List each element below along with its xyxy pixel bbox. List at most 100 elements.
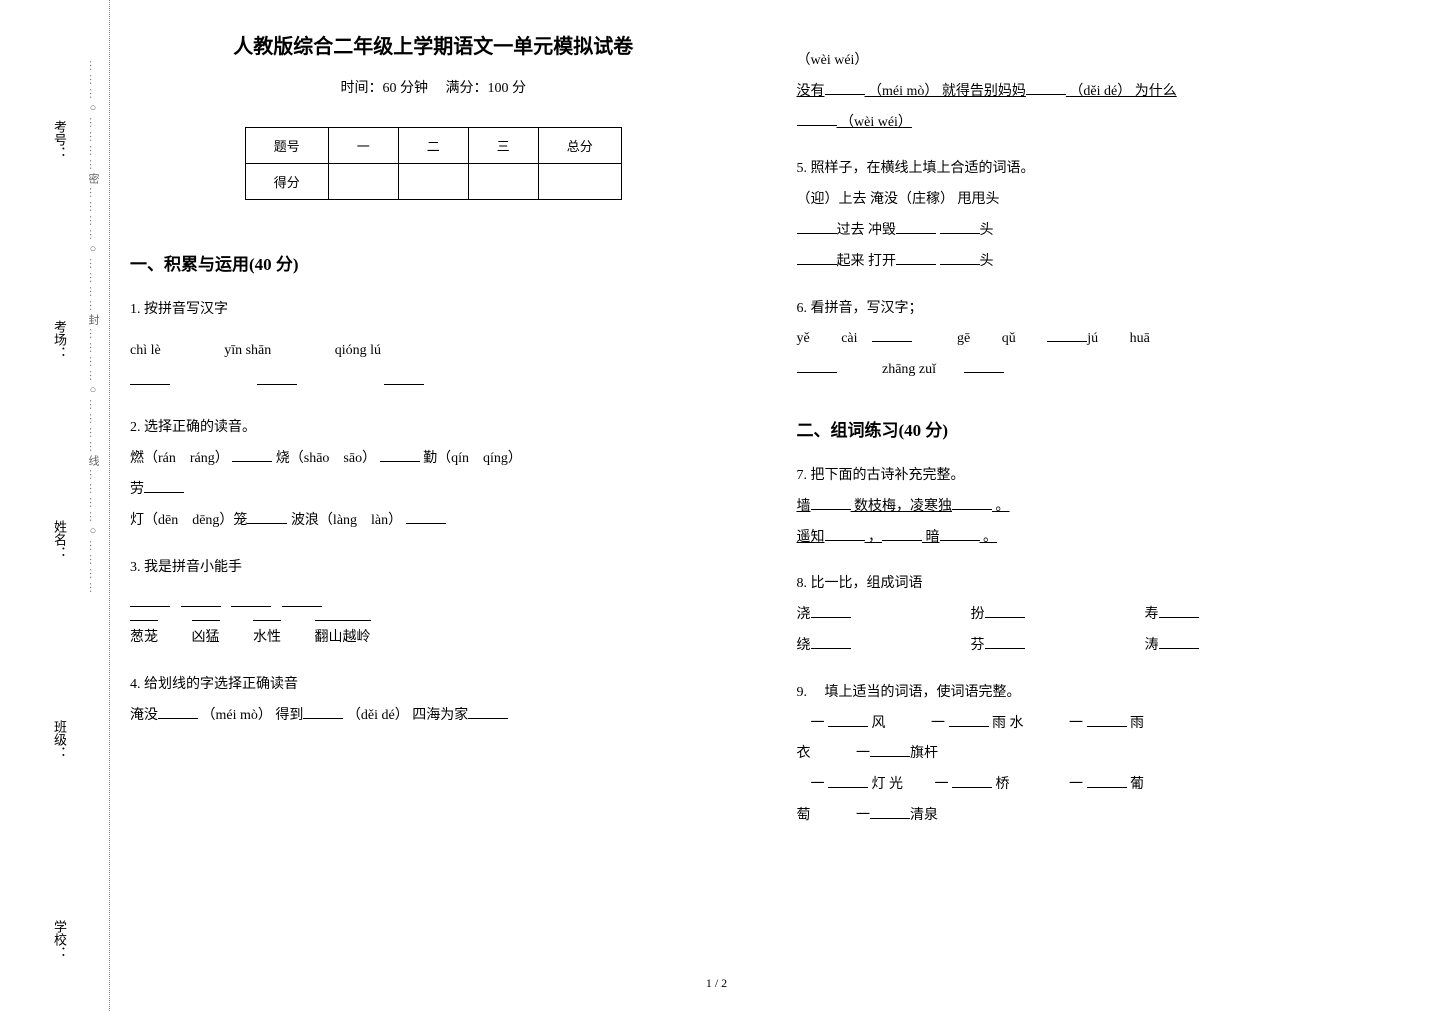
answer-blank[interactable] (1087, 710, 1127, 727)
q5-example: （迎）上去 淹没（庄稼） 甩甩头 (797, 185, 1404, 216)
answer-blank[interactable] (825, 524, 865, 541)
answer-blank[interactable] (468, 702, 508, 719)
q4-l2a: 没有 (797, 84, 825, 99)
q5-label: 5. 照样子，在横线上填上合适的词语。 (797, 154, 1404, 185)
answer-blank[interactable] (985, 601, 1025, 618)
q2-c: 勤（qín qíng） (423, 451, 522, 466)
answer-blank[interactable] (130, 591, 170, 608)
answer-blank[interactable] (797, 356, 837, 373)
answer-blank[interactable] (952, 771, 992, 788)
q7-l1c: 。 (996, 499, 1010, 514)
q8-01: 扮 (971, 607, 985, 622)
q9-l1-4: 一 (1069, 716, 1083, 731)
q4-pin1: （wèi wéi） (797, 46, 1404, 77)
question-1: 1. 按拼音写汉字 chì lè yīn shān qióng lú (130, 295, 737, 397)
answer-blank[interactable] (282, 591, 322, 608)
q8-10: 绕 (797, 638, 811, 653)
answer-blank[interactable] (232, 445, 272, 462)
answer-blank[interactable] (1087, 771, 1127, 788)
q9-l3-4: 一 (1069, 777, 1083, 792)
q8-label: 8. 比一比，组成词语 (797, 569, 1404, 600)
q9-l2c: 旗杆 (910, 746, 938, 761)
cell[interactable] (468, 164, 538, 200)
q4-l2c: （děi dé） 为什么 (1069, 84, 1176, 99)
answer-blank[interactable] (882, 524, 922, 541)
q5-l1a: 过去 冲毁 (837, 223, 897, 238)
answer-blank[interactable] (1047, 326, 1087, 343)
answer-blank[interactable] (380, 445, 420, 462)
q7-l1b: 数枝梅，凌寒独 (854, 499, 952, 514)
q9-l1-0: 一 (811, 716, 825, 731)
answer-blank[interactable] (158, 702, 198, 719)
answer-blank[interactable] (811, 601, 851, 618)
answer-blank[interactable] (896, 217, 936, 234)
answer-blank[interactable] (811, 632, 851, 649)
answer-blank[interactable] (797, 248, 837, 265)
answer-blank[interactable] (130, 368, 170, 385)
q9-l1-2: 一 (931, 716, 945, 731)
cell[interactable] (328, 164, 398, 200)
right-column: （wèi wéi） 没有 （méi mò） 就得告别妈妈 （děi dé） 为什… (797, 30, 1404, 848)
answer-blank[interactable] (144, 476, 184, 493)
q7-l1a: 墙 (797, 499, 811, 514)
answer-blank[interactable] (1026, 78, 1066, 95)
answer-blank[interactable] (384, 368, 424, 385)
answer-blank[interactable] (797, 109, 837, 126)
q2-a: 燃（rán ráng） (130, 451, 229, 466)
subtitle: 时间：60 分钟 满分：100 分 (130, 77, 737, 97)
q6-p5: huā (1130, 331, 1150, 346)
q3-w3: 翻山越岭 (315, 620, 371, 654)
answer-blank[interactable] (964, 356, 1004, 373)
q3-w2: 水性 (253, 620, 281, 654)
answer-blank[interactable] (828, 771, 868, 788)
question-4: 4. 给划线的字选择正确读音 淹没 （méi mò） 得到 （děi dé） 四… (130, 670, 737, 732)
answer-blank[interactable] (231, 591, 271, 608)
q8-12: 涛 (1145, 638, 1159, 653)
answer-blank[interactable] (303, 702, 343, 719)
page-title: 人教版综合二年级上学期语文一单元模拟试卷 (130, 30, 737, 59)
answer-blank[interactable] (1159, 601, 1199, 618)
answer-blank[interactable] (949, 710, 989, 727)
answer-blank[interactable] (940, 248, 980, 265)
answer-blank[interactable] (406, 507, 446, 524)
q9-l1-5: 雨 (1130, 716, 1144, 731)
q6-p4: jú (1087, 331, 1098, 346)
answer-blank[interactable] (825, 78, 865, 95)
q7-label: 7. 把下面的古诗补充完整。 (797, 461, 1404, 492)
q6-p2: gē (957, 331, 970, 346)
question-8: 8. 比一比，组成词语 浇 扮 寿 绕 芬 涛 (797, 569, 1404, 661)
answer-blank[interactable] (247, 507, 287, 524)
q8-00: 浇 (797, 607, 811, 622)
q1-label: 1. 按拼音写汉字 (130, 295, 737, 326)
answer-blank[interactable] (797, 217, 837, 234)
answer-blank[interactable] (181, 591, 221, 608)
q9-l4a: 萄 (797, 808, 811, 823)
answer-blank[interactable] (870, 802, 910, 819)
answer-blank[interactable] (811, 493, 851, 510)
section1-title: 一、积累与运用(40 分) (130, 250, 737, 275)
answer-blank[interactable] (828, 710, 868, 727)
question-2: 2. 选择正确的读音。 燃（rán ráng） 烧（shāo sāo） 勤（qí… (130, 413, 737, 536)
q6-p1: cài (841, 331, 857, 346)
answer-blank[interactable] (896, 248, 936, 265)
q2-e: 灯（dēn dēng）笼 (130, 513, 247, 528)
answer-blank[interactable] (940, 217, 980, 234)
q3-w1: 凶猛 (192, 620, 220, 654)
answer-blank[interactable] (870, 741, 910, 758)
page-content: 人教版综合二年级上学期语文一单元模拟试卷 时间：60 分钟 满分：100 分 题… (130, 30, 1403, 848)
answer-blank[interactable] (985, 632, 1025, 649)
q9-l4c: 清泉 (910, 808, 938, 823)
q3-w0: 葱茏 (130, 620, 158, 654)
q4-pin2: （wèi wéi） (840, 115, 912, 130)
cell[interactable] (538, 164, 621, 200)
answer-blank[interactable] (940, 524, 980, 541)
answer-blank[interactable] (872, 326, 912, 343)
answer-blank[interactable] (952, 493, 992, 510)
th-2: 二 (398, 128, 468, 164)
q2-f: 波浪（làng làn） (291, 513, 402, 528)
cell[interactable] (398, 164, 468, 200)
answer-blank[interactable] (1159, 632, 1199, 649)
question-4-cont: （wèi wéi） 没有 （méi mò） 就得告别妈妈 （děi dé） 为什… (797, 46, 1404, 138)
answer-blank[interactable] (257, 368, 297, 385)
q7-l2a: 遥知 (797, 530, 825, 545)
